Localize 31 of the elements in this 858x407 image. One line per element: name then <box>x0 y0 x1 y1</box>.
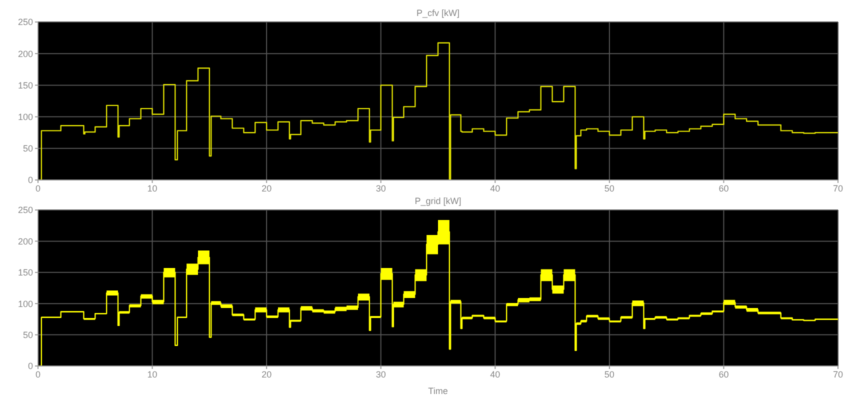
y-tick-label: 0 <box>28 361 33 372</box>
x-tick-label: 30 <box>376 369 386 380</box>
y-tick-label: 250 <box>18 205 33 216</box>
y-tick-label: 50 <box>22 144 33 154</box>
y-tick-label: 50 <box>22 330 33 340</box>
chart-title: P_grid [kW] <box>414 196 462 206</box>
y-tick-label: 100 <box>18 112 33 122</box>
x-tick-label: 40 <box>490 183 500 194</box>
x-tick-label: 50 <box>604 183 614 194</box>
x-tick-label: 40 <box>490 369 500 380</box>
x-tick-label: 60 <box>718 369 729 380</box>
x-axis-title: Time <box>428 386 448 396</box>
y-tick-label: 0 <box>28 175 33 186</box>
x-tick-label: 10 <box>147 369 158 380</box>
y-tick-label: 200 <box>18 48 33 59</box>
x-tick-label: 0 <box>35 183 41 194</box>
x-tick-label: 70 <box>832 369 844 380</box>
x-tick-label: 70 <box>832 183 844 194</box>
x-tick-label: 0 <box>35 369 41 380</box>
y-tick-label: 150 <box>18 268 33 278</box>
x-tick-label: 50 <box>604 369 614 380</box>
x-tick-label: 10 <box>147 183 158 194</box>
x-tick-label: 30 <box>376 183 386 194</box>
y-tick-label: 100 <box>18 298 33 309</box>
x-tick-label: 60 <box>718 183 729 194</box>
y-tick-label: 200 <box>18 236 33 246</box>
chart-title: P_cfv [kW] <box>415 8 460 18</box>
x-tick-label: 20 <box>262 183 272 194</box>
x-tick-label: 20 <box>262 369 272 380</box>
y-tick-label: 250 <box>18 17 33 28</box>
y-tick-label: 150 <box>18 80 33 90</box>
